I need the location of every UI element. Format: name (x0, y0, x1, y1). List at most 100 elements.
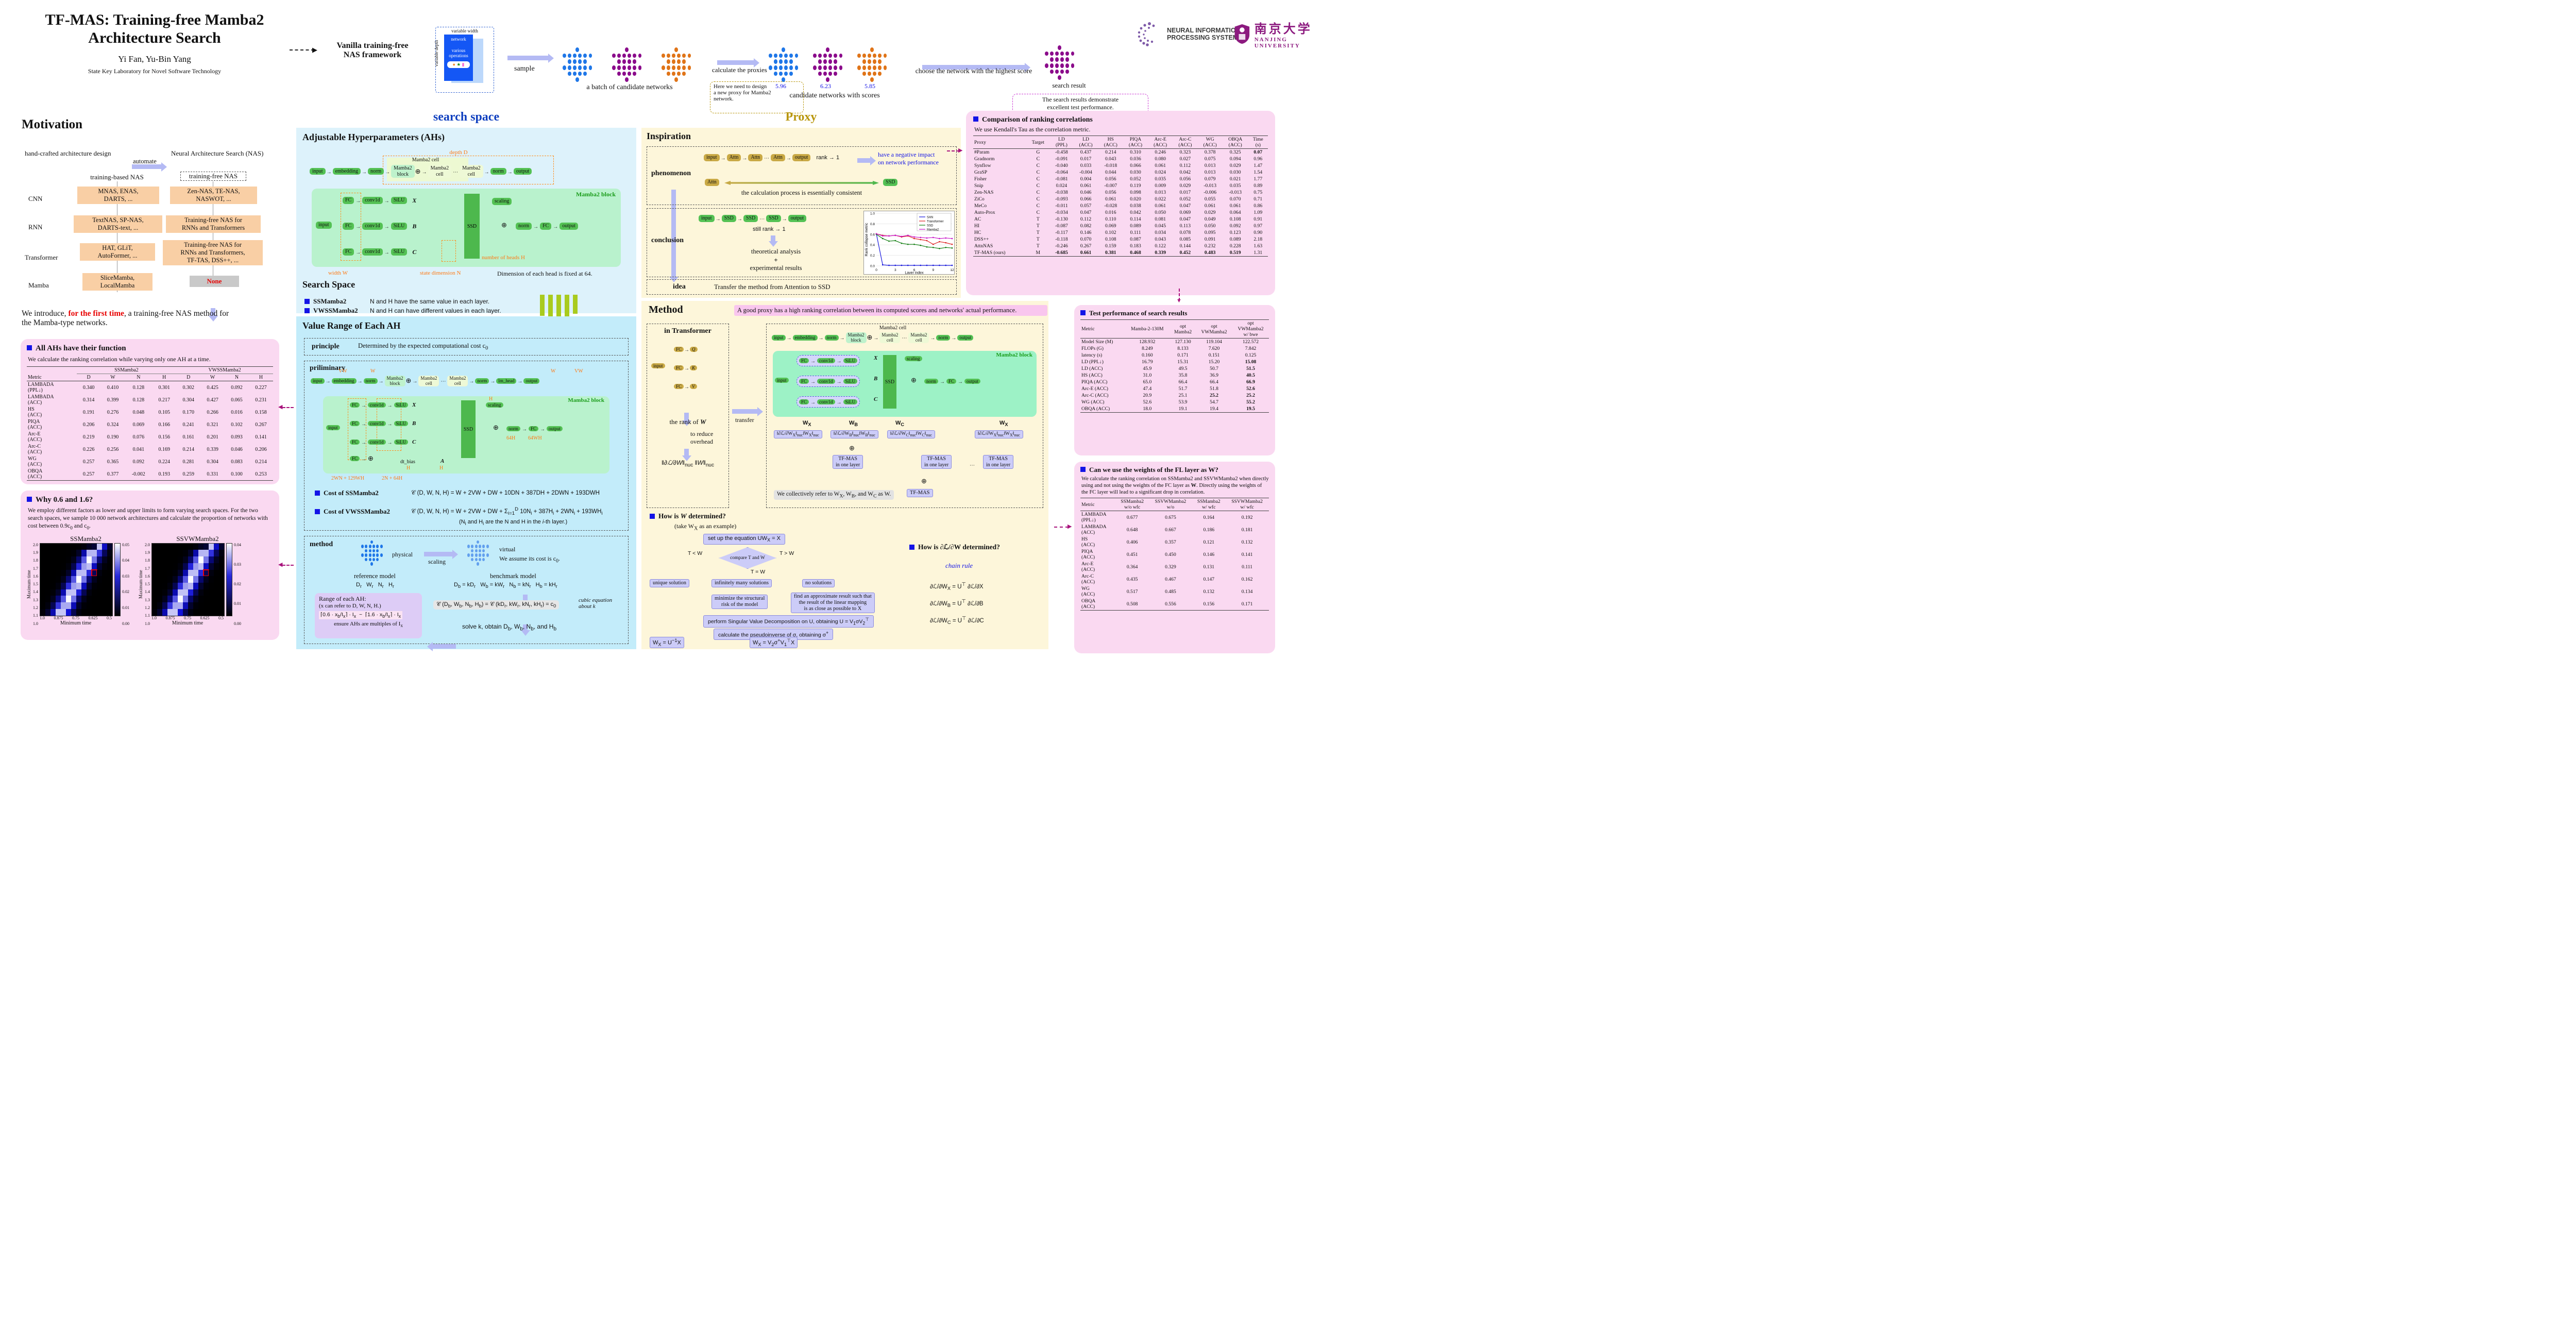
table-cell: 15.31 (1177, 359, 1189, 365)
table-cell: 0.038 (1130, 203, 1141, 209)
table-cell: 0.86 (1253, 203, 1263, 209)
table-cell: 47.4 (1143, 386, 1152, 392)
table-cell: C (1036, 163, 1040, 168)
table-cell: 0.128 (132, 397, 145, 403)
variable-width-label: variable width (451, 28, 478, 33)
table-header: WG (ACC) (1197, 136, 1223, 149)
table-cell: 8.249 (1142, 346, 1153, 351)
search-result-caption: search result (1052, 81, 1086, 89)
table-cell: 0.092 (231, 384, 243, 391)
colorbar (226, 543, 232, 616)
tick-label: 0.5 (218, 615, 224, 620)
arrow-icon (361, 167, 367, 176)
table-cell: 0.113 (1179, 223, 1191, 229)
tick-label: 1.7 (145, 566, 150, 571)
table-header: Metric (27, 374, 77, 381)
search-space-heading: Search Space (302, 279, 355, 290)
ellipsis-icon (969, 460, 976, 469)
table-cell: 0.069 (1179, 210, 1191, 215)
b-label: B (412, 420, 416, 427)
svg-text:3: 3 (894, 268, 896, 272)
cost2-note: (Ni and Hi are the N and H in the i-th l… (459, 519, 568, 527)
panel-ranking: Comparison of ranking correlations We us… (966, 111, 1275, 295)
table-cell: -0.087 (1055, 223, 1068, 229)
state-n-label: state dimension N (420, 270, 461, 276)
design-note: Here we need to design a new proxy for M… (710, 81, 804, 113)
add-icon (368, 454, 374, 463)
table-cell: C (1036, 196, 1040, 202)
node-input: input (316, 222, 332, 229)
table-cell: 0.183 (1130, 243, 1141, 249)
ellipsis-icon (452, 167, 459, 176)
tick-label: 1.2 (145, 605, 150, 610)
table-cell: 1.77 (1253, 176, 1263, 182)
circle-op-icon: ● (452, 62, 455, 67)
preliminary-label: priliminary (310, 364, 346, 372)
w-nuc-formula: ‖∂ℒ/∂W‖nuc ‖W‖nuc (662, 459, 714, 468)
table-cell: 0.013 (1204, 163, 1216, 168)
col-training-free: training-free NAS (180, 172, 246, 181)
table-cell: 19.4 (1196, 405, 1233, 413)
table-cell: -0.081 (1055, 176, 1068, 182)
table-header: H (249, 374, 273, 381)
table-cell: 0.055 (1204, 196, 1216, 202)
table-cell: 0.160 (1142, 352, 1153, 358)
affiliation: State Key Laboratory for Novel Software … (88, 67, 222, 75)
poster-root: TF-MAS: Training-free Mamba2 Architectur… (0, 0, 1319, 660)
arrow-icon (684, 345, 690, 354)
collectively-note: We collectively refer to WX, WB, and WC … (774, 490, 894, 500)
arrow-icon (715, 214, 721, 223)
table-cell: 0.241 (182, 421, 194, 428)
table-cell: 0.483 (1197, 249, 1223, 257)
tfmas-layer-box: TF-MAS in one layer (983, 455, 1014, 469)
c-label: C (412, 248, 417, 256)
table-cell: 0.246 (1155, 149, 1166, 155)
table-cell: 0.061 (1155, 203, 1166, 209)
add-icon (849, 444, 855, 453)
table-row: PIQA (ACC) 0.206 0.324 0.069 0.166 0.241 0.321… (27, 418, 273, 431)
table-cell: 0.091 (1204, 236, 1216, 242)
arrow-icon (839, 333, 845, 342)
table-row: LD (PPL↓) 16.79 15.31 15.20 15.08 (1080, 359, 1269, 365)
arrow-icon (521, 424, 528, 433)
table-cell: 45.9 (1143, 366, 1152, 371)
nju-en-text: NANJING UNIVERSITY (1254, 37, 1300, 49)
table-cell: PIQA (ACC) (1081, 549, 1095, 561)
table-header: LD (ACC) (1073, 136, 1098, 149)
tick-label: 1.9 (33, 550, 38, 555)
colorbar-ticks: 0.05 0.04 0.03 0.02 0.01 0.00 (122, 543, 129, 626)
table-cell: WG (ACC) (1081, 586, 1095, 598)
table-cell: 0.056 (1105, 176, 1116, 182)
arrow-down-icon: ▼ (1176, 298, 1182, 304)
table-cell: 0.075 (1204, 156, 1216, 162)
table-cell: 0.677 (1126, 514, 1138, 520)
table-cell: 0.061 (1204, 203, 1216, 209)
table-cell: 0.364 (1126, 564, 1138, 570)
arrow-icon (939, 377, 945, 386)
table-cell: Arc-E (ACC) (1081, 561, 1095, 573)
table-cell: OBQA (ACC) (27, 468, 77, 481)
table-row: Arc-E (ACC) 0.219 0.190 0.076 0.156 0.161 0.20… (27, 431, 273, 443)
table-cell: 0.079 (1204, 176, 1216, 182)
table-cell: AttnNAS (974, 243, 993, 249)
arrow-icon (412, 376, 418, 385)
arrow-icon (484, 167, 490, 176)
node-conv1d: conv1d (362, 197, 383, 204)
solution-2: WX = V2σ+V1⊤X (750, 637, 798, 649)
node-fc: FC (799, 378, 809, 384)
theoretical-label: theoretical analysis (751, 248, 801, 255)
tick-label: 0.625 (88, 615, 98, 620)
bullet-icon (315, 509, 320, 514)
table-cell: 0.134 (1241, 588, 1253, 595)
fl-desc: We calculate the ranking correlation on … (1081, 476, 1269, 496)
why-heading: Why 0.6 and 1.6? (36, 496, 93, 504)
node-fc: FC (350, 439, 360, 445)
tick-label: 0.625 (200, 615, 210, 620)
arrow-icon (720, 153, 726, 162)
node-norm: norm (490, 167, 506, 175)
table-cell: 51.8 (1210, 386, 1218, 392)
cost1-label: Cost of SSMamba2 (324, 489, 379, 497)
table-cell: 0.110 (1105, 216, 1116, 222)
table-cell: 40.5 (1246, 373, 1255, 378)
table-cell: T (1036, 216, 1040, 222)
